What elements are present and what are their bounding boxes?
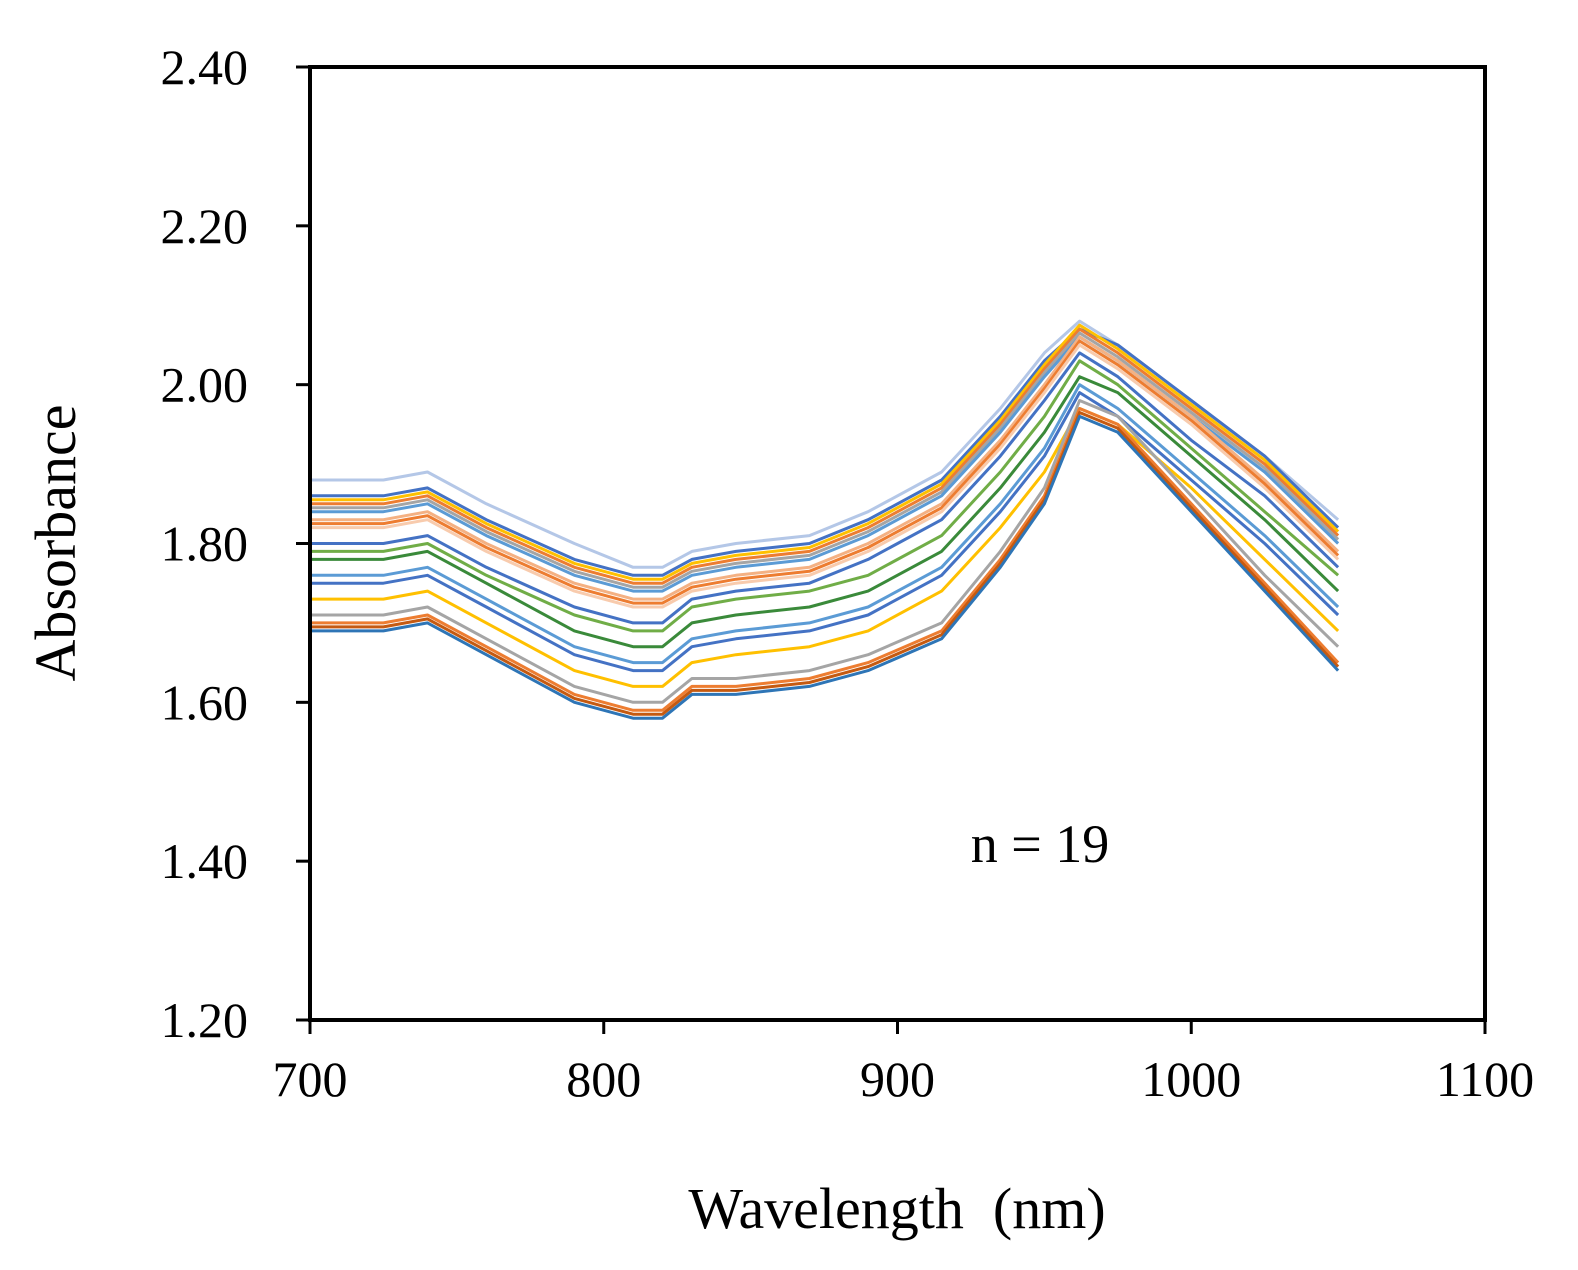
y-tick-label: 1.80 bbox=[161, 516, 249, 572]
series-line-s19 bbox=[310, 414, 1340, 720]
series-layer bbox=[310, 319, 1340, 720]
series-line-s16 bbox=[310, 399, 1340, 704]
series-line-s8 bbox=[310, 339, 1340, 605]
x-tick-label: 900 bbox=[860, 1051, 935, 1107]
series-line-s13 bbox=[310, 383, 1340, 665]
x-tick-label: 800 bbox=[566, 1051, 641, 1107]
x-axis-ticks: 700 800 900 1000 1100 bbox=[273, 1020, 1534, 1107]
x-tick-label: 1000 bbox=[1141, 1051, 1241, 1107]
x-tick-label: 1100 bbox=[1436, 1051, 1534, 1107]
y-tick-label: 2.00 bbox=[161, 357, 249, 413]
x-axis-title: Wavelength (nm) bbox=[688, 1176, 1105, 1241]
series-line-s7 bbox=[310, 335, 1340, 601]
series-line-s9 bbox=[310, 343, 1340, 609]
series-line-s17 bbox=[310, 407, 1340, 712]
y-tick-label: 1.20 bbox=[161, 992, 249, 1048]
series-line-s11 bbox=[310, 359, 1340, 633]
y-axis-title: Absorbance bbox=[23, 404, 88, 681]
y-tick-label: 1.60 bbox=[161, 674, 249, 730]
series-line-s18 bbox=[310, 411, 1340, 716]
series-line-s2 bbox=[310, 327, 1340, 577]
series-line-s10 bbox=[310, 351, 1340, 625]
x-tick-label: 700 bbox=[273, 1051, 348, 1107]
y-tick-label: 1.40 bbox=[161, 833, 249, 889]
series-line-s12 bbox=[310, 375, 1340, 649]
sample-count-annotation: n = 19 bbox=[971, 814, 1109, 874]
series-line-s4 bbox=[310, 327, 1340, 585]
series-line-s3 bbox=[310, 323, 1340, 581]
y-axis-ticks: 1.20 1.40 1.60 1.80 2.00 2.20 2.40 bbox=[161, 39, 310, 1048]
series-line-s5 bbox=[310, 331, 1340, 589]
y-tick-label: 2.40 bbox=[161, 39, 249, 95]
y-tick-label: 2.20 bbox=[161, 198, 249, 254]
